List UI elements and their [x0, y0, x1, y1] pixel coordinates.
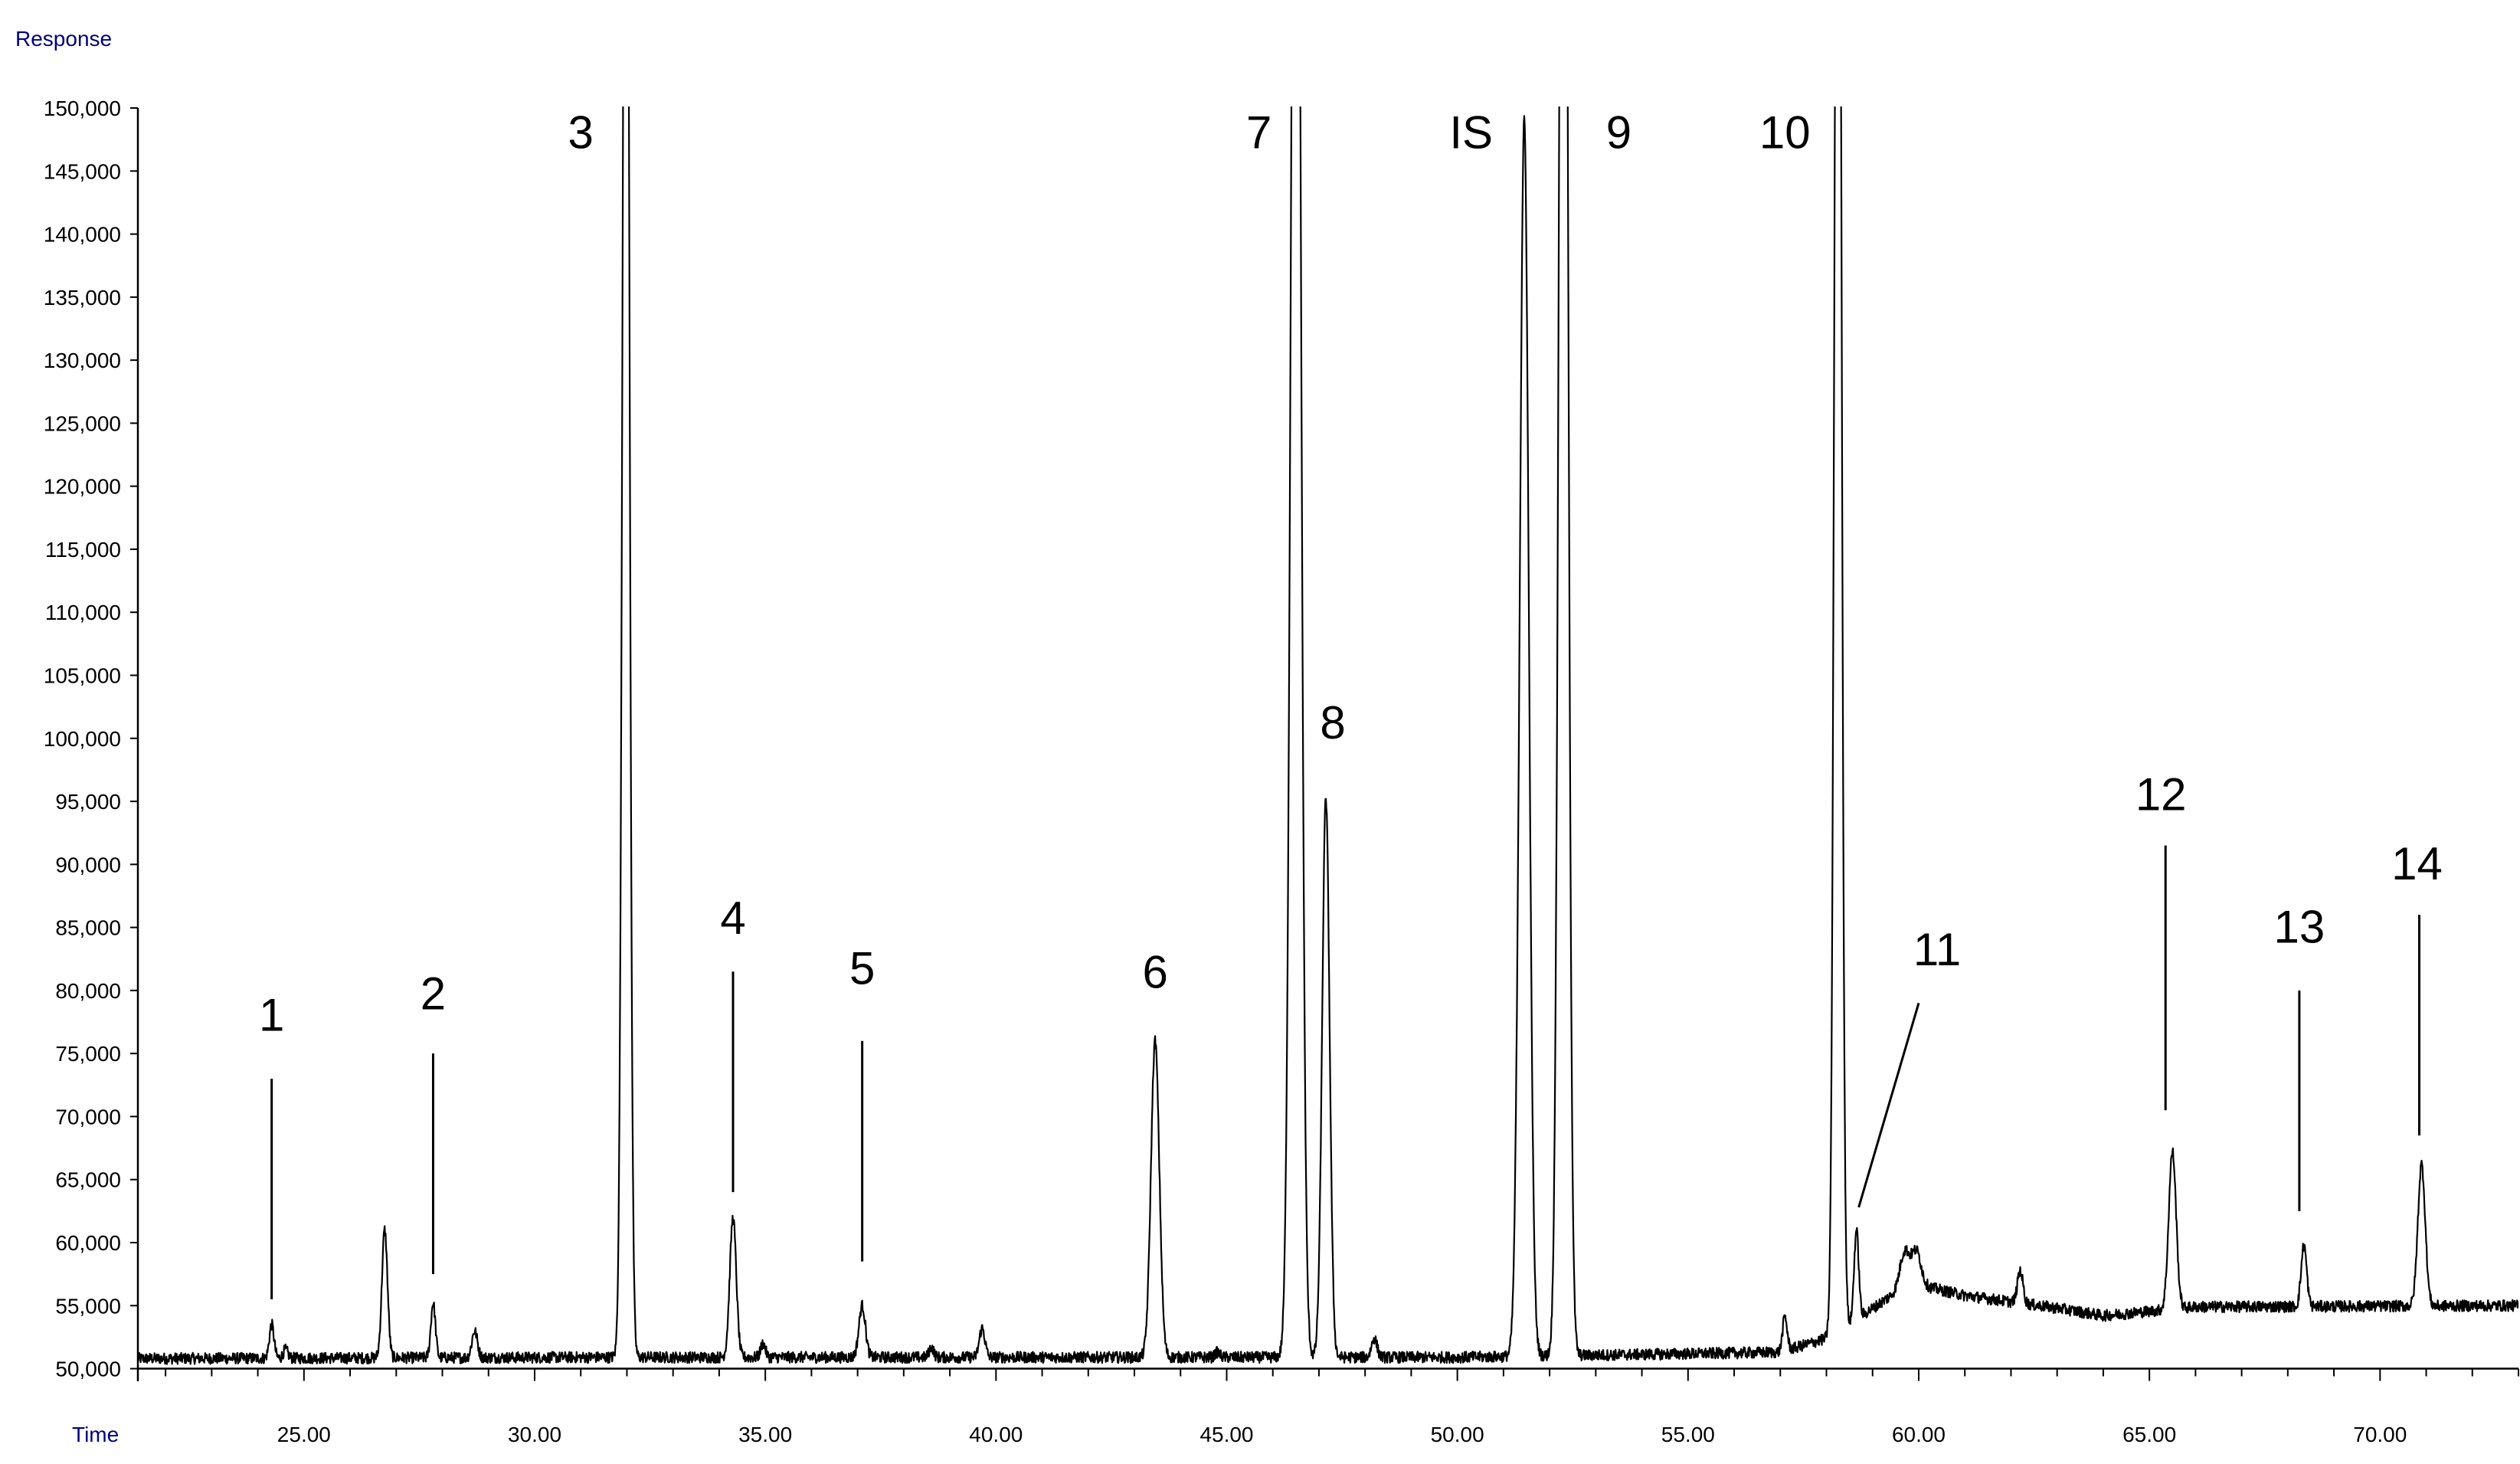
peak-leader-line: [1857, 1002, 1920, 1208]
peak-label: 12: [2135, 769, 2187, 820]
x-axis-label: Time: [72, 1423, 119, 1446]
peak-label: 9: [1606, 107, 1631, 159]
y-tick-label: 60,000: [55, 1231, 121, 1255]
y-tick-label: 125,000: [44, 411, 121, 435]
x-tick-label: 50.00: [1431, 1423, 1484, 1446]
chromatogram-trace: [138, 106, 2518, 1365]
peak-label: 6: [1142, 947, 1167, 998]
y-tick-label: 140,000: [44, 223, 121, 247]
peak-label: 14: [2391, 838, 2443, 889]
y-tick-label: 120,000: [44, 475, 121, 499]
y-tick-label: 150,000: [44, 97, 121, 120]
y-tick-label: 135,000: [44, 286, 121, 310]
y-tick-label: 50,000: [55, 1358, 121, 1381]
y-tick-label: 85,000: [55, 916, 121, 940]
y-tick-label: 90,000: [55, 853, 121, 876]
peak-label: 11: [1913, 924, 1961, 975]
peak-label: IS: [1449, 107, 1493, 159]
y-tick-label: 115,000: [45, 538, 121, 562]
peak-label: 13: [2274, 901, 2325, 952]
y-axis-label: Response: [15, 27, 112, 51]
peak-label: 7: [1246, 107, 1271, 159]
y-tick-label: 130,000: [44, 349, 121, 372]
peak-label: 10: [1759, 107, 1811, 159]
y-tick-label: 145,000: [44, 159, 121, 183]
y-tick-label: 95,000: [55, 790, 121, 814]
plot-area: [138, 106, 2518, 1365]
x-tick-label: 35.00: [738, 1423, 792, 1446]
x-tick-label: 60.00: [1892, 1423, 1946, 1446]
y-tick-label: 100,000: [44, 727, 121, 751]
x-tick-label: 45.00: [1199, 1423, 1253, 1446]
peak-label: 8: [1320, 697, 1345, 748]
y-tick-label: 55,000: [55, 1294, 121, 1318]
peak-label: 2: [421, 968, 446, 1020]
peak-label: 1: [259, 990, 284, 1041]
peak-label: 4: [720, 892, 745, 944]
y-tick-label: 70,000: [55, 1105, 121, 1128]
x-tick-label: 55.00: [1661, 1423, 1715, 1446]
peak-label: 5: [849, 943, 875, 994]
y-tick-label: 105,000: [44, 663, 121, 687]
x-tick-label: 25.00: [277, 1423, 331, 1446]
axes: 50,000 55,000 60,000 65,000 70,000 75,000 80,0…: [44, 97, 2519, 1446]
x-tick-label: 30.00: [508, 1423, 561, 1446]
peak-label: 3: [568, 107, 594, 159]
y-tick-label: 65,000: [55, 1168, 121, 1192]
x-tick-label: 70.00: [2353, 1423, 2407, 1446]
y-tick-label: 110,000: [45, 601, 121, 624]
x-tick-label: 65.00: [2122, 1423, 2176, 1446]
y-tick-label: 80,000: [55, 979, 121, 1003]
x-tick-label: 40.00: [969, 1423, 1023, 1446]
y-tick-label: 75,000: [55, 1042, 121, 1066]
